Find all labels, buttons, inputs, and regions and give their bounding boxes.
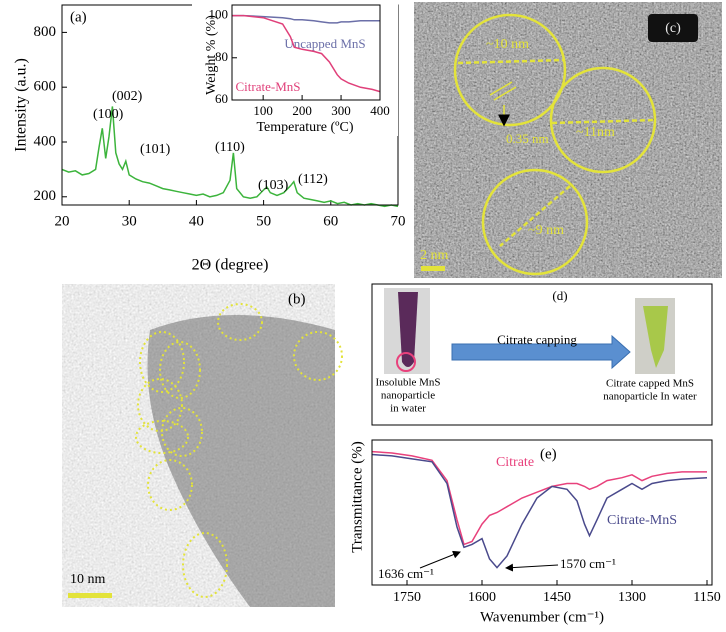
y-tick-label: 400	[34, 133, 57, 149]
series-line	[371, 450, 707, 546]
x-tick-label: 300	[331, 103, 351, 118]
arrow-label: Citrate capping	[497, 332, 577, 347]
series-line	[61, 106, 399, 208]
caption: nanoparticle	[381, 390, 435, 402]
annotation: 1636 cm⁻¹	[378, 566, 434, 581]
overlay	[453, 13, 657, 276]
overlay	[135, 303, 343, 598]
label-box	[648, 14, 698, 42]
y-tick-label: 80	[215, 49, 228, 64]
x-tick-label: 40	[189, 213, 204, 229]
x-tick-label: 1150	[693, 590, 720, 605]
scale-bar	[68, 593, 112, 598]
y-tick-label: 600	[34, 79, 57, 95]
x-tick-label: 1750	[393, 590, 421, 605]
x-tick-label: 50	[256, 213, 271, 229]
annotation: 1570 cm⁻¹	[560, 556, 616, 571]
annotation: ~9 nm	[528, 223, 564, 238]
annotation: ~10 nm	[486, 37, 529, 52]
panel-label: (e)	[540, 446, 557, 462]
tem-image	[62, 284, 335, 607]
tube	[643, 306, 668, 368]
inset-background	[192, 3, 398, 136]
annotation-arrow	[419, 550, 461, 569]
panel-d: (d) Citrate capping Insoluble MnS nanopa…	[371, 283, 713, 426]
highlight	[396, 352, 416, 372]
x-axis-label: Wavenumber (cm⁻¹)	[480, 609, 604, 625]
annotation: (100)	[93, 107, 124, 122]
scale-bar	[421, 266, 445, 271]
scale-bar-label: 10 nm	[70, 572, 106, 587]
y-tick-label: 800	[34, 24, 57, 40]
tem-image	[414, 2, 722, 278]
panel-label: (d)	[552, 288, 567, 303]
x-tick-label: 400	[370, 103, 390, 118]
y-axis-label: Weight % (%)	[204, 15, 219, 95]
y-axis-label: Intensity (a.u.)	[13, 58, 30, 152]
x-tick-label: 30	[122, 213, 137, 229]
x-tick-label: 1300	[618, 590, 646, 605]
caption: Citrate capped MnS	[606, 378, 694, 390]
annotation: 0.35 nm	[506, 131, 549, 146]
annotation: ~11nm	[576, 125, 615, 140]
x-tick-label: 100	[253, 103, 273, 118]
panel-b: (b) 10 nm	[62, 284, 343, 607]
annotation: (110)	[215, 140, 245, 155]
series-label: Citrate-MnS	[236, 79, 301, 94]
annotation: (112)	[298, 172, 328, 187]
series-label: Uncapped MnS	[284, 36, 365, 51]
y-axis-label: Transmittance (%)	[349, 441, 365, 553]
plot-frame	[371, 439, 713, 586]
caption: Insoluble MnS	[375, 377, 440, 389]
x-axis-label: Temperature (ºC)	[256, 120, 353, 135]
annotation-arrow	[505, 563, 559, 572]
x-tick-label: 60	[323, 213, 338, 229]
caption: nanoparticle In water	[603, 391, 697, 403]
x-tick-label: 1600	[468, 590, 496, 605]
series-line	[232, 14, 380, 24]
y-tick-label: 200	[34, 188, 57, 204]
panel-label: (b)	[288, 291, 306, 307]
series-label: Citrate-MnS	[607, 513, 677, 528]
tube	[398, 292, 418, 367]
x-tick-label: 1450	[543, 590, 571, 605]
x-axis-label: 2Θ (degree)	[192, 257, 269, 274]
annotation: (101)	[140, 142, 171, 157]
y-tick-label: 100	[209, 7, 229, 22]
series-line	[232, 14, 381, 93]
panel-label: (c)	[665, 21, 681, 36]
series-line	[371, 453, 708, 569]
annotation: (002)	[112, 89, 143, 104]
scale-bar-label: 2 nm	[420, 248, 449, 263]
x-tick-label: 70	[391, 213, 406, 229]
annotation: (103)	[258, 178, 289, 193]
series-label: Citrate	[496, 455, 534, 470]
panel-c: (c) ~10 nm 0.35 nm ~11nm ~9 nm 2 nm	[414, 2, 722, 278]
particle	[147, 315, 335, 607]
caption: in water	[390, 403, 426, 415]
x-tick-label: 20	[55, 213, 70, 229]
y-tick-label: 60	[215, 91, 228, 106]
arrow	[451, 334, 631, 370]
x-tick-label: 200	[292, 103, 312, 118]
plot-frame	[231, 4, 381, 101]
panel-label: (a)	[70, 9, 87, 25]
